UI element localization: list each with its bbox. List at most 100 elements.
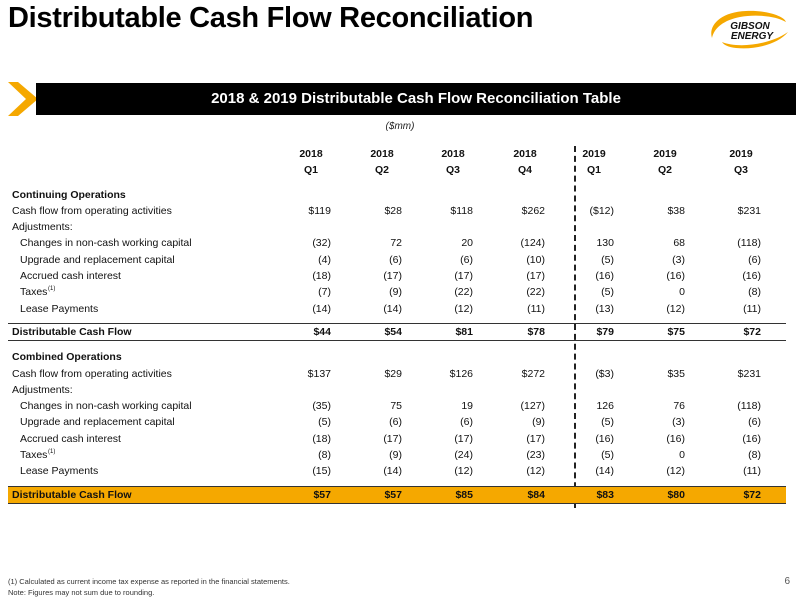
cell-value: $231 <box>737 367 761 380</box>
cell-value: (13) <box>595 302 614 315</box>
cell-value: (22) <box>454 286 473 299</box>
cell-value: (10) <box>526 253 545 266</box>
row-label: Continuing Operations <box>12 188 126 201</box>
cell-value: (5) <box>601 286 614 299</box>
cell-value: 19 <box>461 400 473 413</box>
header-years-row: 2018 2018 2018 2018 2019 2019 2019 <box>8 146 786 162</box>
cell-value: 0 <box>679 286 685 299</box>
row-label: Lease Payments <box>20 302 99 315</box>
cell-value: $44 <box>313 325 331 338</box>
footnote-note: Note: Figures may not sum due to roundin… <box>8 588 155 597</box>
row-label: Adjustments: <box>12 383 73 396</box>
cell-value: (16) <box>742 270 761 283</box>
cell-value: (16) <box>595 432 614 445</box>
cell-value: (6) <box>748 253 761 266</box>
logo-text-gibson: GIBSON <box>730 21 770 32</box>
cell-value: (6) <box>460 253 473 266</box>
cell-value: $137 <box>307 367 331 380</box>
cell-value: 20 <box>461 237 473 250</box>
column-year: 2018 <box>513 148 537 160</box>
cell-value: (6) <box>389 416 402 429</box>
adjustment-row: Taxes (1) (7) (9) (22) (22) (5) 0 (8) <box>8 284 786 300</box>
cell-value: (17) <box>454 270 473 283</box>
cell-value: (6) <box>389 253 402 266</box>
header-quarters-row: Q1 Q2 Q3 Q4 Q1 Q2 Q3 <box>8 162 786 178</box>
section-banner: 2018 & 2019 Distributable Cash Flow Reco… <box>8 82 796 116</box>
chevron-arrow-icon <box>8 82 38 116</box>
page-title: Distributable Cash Flow Reconciliation <box>8 2 534 34</box>
cell-value: (3) <box>672 253 685 266</box>
cell-value: (11) <box>527 302 545 315</box>
adjustment-row: Changes in non-cash working capital (35) 7… <box>8 398 786 414</box>
cell-value: $72 <box>743 325 761 338</box>
cell-value: (4) <box>318 253 331 266</box>
cell-value: (5) <box>601 416 614 429</box>
cell-value: (14) <box>383 465 402 478</box>
cell-value: $81 <box>455 325 473 338</box>
cell-value: $79 <box>596 325 614 338</box>
cell-value: (7) <box>318 286 331 299</box>
cell-value: $85 <box>455 488 473 501</box>
column-quarter: Q4 <box>517 164 532 177</box>
cell-value: (16) <box>666 432 685 445</box>
row-label: Cash flow from operating activities <box>12 204 172 217</box>
row-label: Changes in non-cash working capital <box>20 237 192 250</box>
cell-value: $57 <box>313 488 331 501</box>
cell-value: $75 <box>667 325 685 338</box>
adjustment-row: Accrued cash interest (18) (17) (17) (17) (16… <box>8 268 786 284</box>
logo-text-energy: ENERGY <box>731 31 775 42</box>
column-quarter: Q1 <box>586 164 601 177</box>
cell-value: (24) <box>454 449 473 462</box>
cell-value: 75 <box>390 400 402 413</box>
column-year: 2018 <box>441 148 465 160</box>
cell-value: $57 <box>384 488 402 501</box>
cash-flow-operating-row: Cash flow from operating activities $137 $… <box>8 366 786 382</box>
column-year: 2019 <box>653 148 677 160</box>
column-quarter: Q3 <box>445 164 460 177</box>
cell-value: 130 <box>596 237 614 250</box>
adjustment-row: Accrued cash interest (18) (17) (17) (17) (16… <box>8 431 786 447</box>
cell-value: (17) <box>383 270 402 283</box>
units-label: ($mm) <box>385 121 415 132</box>
footnote-marker: (1) <box>48 449 56 456</box>
continuing-operations-section: Continuing Operations Cash flow from oper… <box>8 187 786 342</box>
cell-value: (9) <box>389 449 402 462</box>
cell-value: 68 <box>673 237 685 250</box>
distributable-cash-flow-total-row: Distributable Cash Flow $44 $54 $81 $78 $79 $7… <box>8 322 786 342</box>
adjustments-label-row: Adjustments: <box>8 219 786 235</box>
cell-value: (8) <box>318 449 331 462</box>
cell-value: (11) <box>743 465 761 478</box>
cell-value: (35) <box>312 400 331 413</box>
row-label: Upgrade and replacement capital <box>20 253 175 266</box>
cell-value: (18) <box>312 432 331 445</box>
cell-value: (6) <box>748 416 761 429</box>
cell-value: 126 <box>596 400 614 413</box>
row-label: Taxes <box>20 286 48 299</box>
row-label: Distributable Cash Flow <box>12 325 132 338</box>
section-heading: Combined Operations <box>8 349 786 365</box>
cell-value: (17) <box>526 270 545 283</box>
cell-value: $272 <box>521 367 545 380</box>
cell-value: (14) <box>595 465 614 478</box>
adjustment-row: Changes in non-cash working capital (32) 7… <box>8 235 786 251</box>
cell-value: (14) <box>383 302 402 315</box>
cash-flow-operating-row: Cash flow from operating activities $119 $… <box>8 203 786 219</box>
page-number: 6 <box>784 576 790 587</box>
footnote-marker: (1) <box>48 286 56 293</box>
cell-value: (5) <box>318 416 331 429</box>
cell-value: (8) <box>748 449 761 462</box>
distributable-cash-flow-total-row: Distributable Cash Flow $57 $57 $85 $84 $83 $8… <box>8 485 786 504</box>
cell-value: $119 <box>308 204 331 217</box>
cell-value: (9) <box>532 416 545 429</box>
row-label: Lease Payments <box>20 465 99 478</box>
footnote-1: (1) Calculated as current income tax exp… <box>8 577 290 586</box>
year-divider <box>574 146 576 508</box>
column-year: 2018 <box>299 148 323 160</box>
cell-value: (6) <box>460 416 473 429</box>
cell-value: (14) <box>312 302 331 315</box>
cell-value: (15) <box>312 465 331 478</box>
cell-value: (12) <box>454 465 473 478</box>
cell-value: (12) <box>666 302 685 315</box>
cell-value: (17) <box>526 432 545 445</box>
cell-value: ($3) <box>595 367 614 380</box>
